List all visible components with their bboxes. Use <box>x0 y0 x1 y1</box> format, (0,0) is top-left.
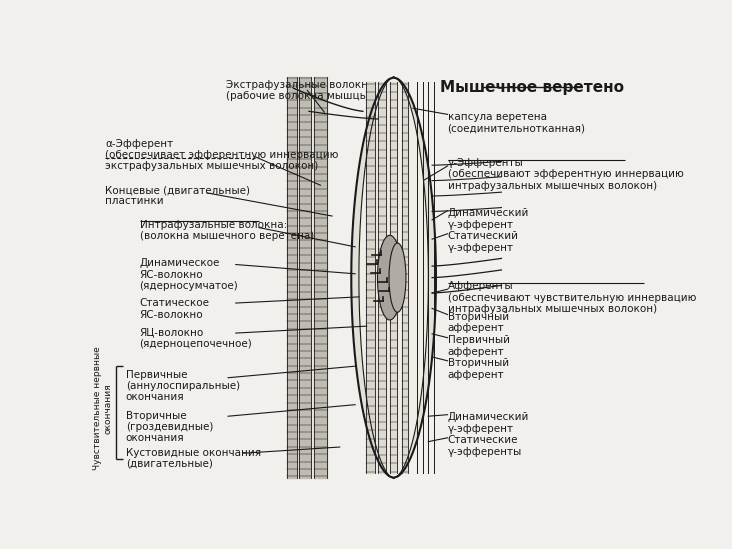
Text: Чувствительные нервные
окончания: Чувствительные нервные окончания <box>93 346 112 470</box>
Text: Концевые (двигательные)
пластинки: Концевые (двигательные) пластинки <box>105 185 250 206</box>
Text: Мышечное веретено: Мышечное веретено <box>440 80 624 95</box>
Text: капсула веретена
(соединительнотканная): капсула веретена (соединительнотканная) <box>447 112 586 133</box>
Text: Интрафузальные волокна:
(волокна мышечного веретена): Интрафузальные волокна: (волокна мышечно… <box>140 220 314 241</box>
Polygon shape <box>359 77 428 478</box>
Text: Вторичные
(гроздевидные)
окончания: Вторичные (гроздевидные) окончания <box>126 411 213 443</box>
Text: Первичный
афферент: Первичный афферент <box>447 335 509 357</box>
Ellipse shape <box>389 243 406 312</box>
Text: Динамическое
ЯС-волокно
(ядерносумчатое): Динамическое ЯС-волокно (ядерносумчатое) <box>140 259 239 291</box>
Text: Статические
γ-эфференты: Статические γ-эфференты <box>447 435 522 457</box>
Text: Динамический
γ-эфферент: Динамический γ-эфферент <box>447 208 529 229</box>
Text: Афференты
(обеспечивают чувствительную иннервацию
интрафузальных мышечных волоко: Афференты (обеспечивают чувствительную и… <box>447 282 696 314</box>
Text: Вторичный
афферент: Вторичный афферент <box>447 358 509 380</box>
Text: α-Эфферент
(обеспечивает эфферентную иннервацию
экстрафузальных мышечных волокон: α-Эфферент (обеспечивает эфферентную инн… <box>105 139 338 171</box>
Text: Вторичный
афферент: Вторичный афферент <box>447 312 509 333</box>
Ellipse shape <box>378 236 402 320</box>
Text: Первичные
(аннулоспиральные)
окончания: Первичные (аннулоспиральные) окончания <box>126 370 240 402</box>
Text: γ-Эфференты
(обеспечивают эфферентную иннервацию
интрафузальных мышечных волокон: γ-Эфференты (обеспечивают эфферентную ин… <box>447 158 683 191</box>
Text: Статическое
ЯС-волокно: Статическое ЯС-волокно <box>140 299 209 320</box>
Text: Экстрафузальные волокна
(рабочие волокна мышцы): Экстрафузальные волокна (рабочие волокна… <box>225 80 374 101</box>
Text: Статический
γ-эфферент: Статический γ-эфферент <box>447 232 518 253</box>
Text: Кустовидные окончания
(двигательные): Кустовидные окончания (двигательные) <box>126 448 261 469</box>
Polygon shape <box>351 77 436 478</box>
Text: Динамический
γ-эфферент: Динамический γ-эфферент <box>447 412 529 434</box>
Text: ЯЦ-волокно
(ядерноцепочечное): ЯЦ-волокно (ядерноцепочечное) <box>140 328 253 349</box>
